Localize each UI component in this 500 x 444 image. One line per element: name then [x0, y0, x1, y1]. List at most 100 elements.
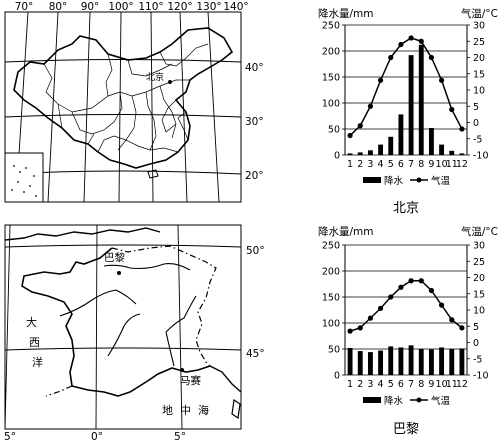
marseille-dot: [180, 368, 184, 372]
chart-beijing-precip-bar: [357, 152, 363, 155]
pyrenees-border: [45, 385, 73, 397]
chart-paris-ytick-label: 50: [328, 345, 340, 356]
chart-paris-temp-point: [357, 325, 363, 331]
chart-paris-xtick-label: 4: [378, 379, 384, 390]
chart-paris-xtick-label: 2: [357, 379, 363, 390]
chart-beijing-y2tick-label: -5: [473, 134, 482, 145]
mediterranean-label: 地 中 海: [162, 403, 209, 417]
chart-paris-precip-bar: [428, 349, 434, 375]
chart-paris-y2tick-label: 25: [473, 257, 485, 268]
hainan-island: [147, 169, 159, 179]
chart-beijing-temp-point: [418, 38, 424, 44]
chart-paris-temp-point: [388, 294, 394, 300]
inset-islands: [11, 165, 37, 197]
china-outline: [13, 27, 234, 169]
chart-paris-yaxis-ticks: 0 50 100 150 200 250: [322, 241, 345, 382]
chart-beijing-precip-bar: [408, 55, 414, 155]
chart-paris-temp-point: [449, 317, 455, 323]
chart-paris-precip-bar: [367, 352, 373, 375]
lon-label-140: 140°: [223, 1, 248, 13]
chart-paris-precip-bar: [388, 346, 394, 375]
chart-paris-y2tick-label: 5: [473, 322, 479, 333]
chart-beijing-y2tick-label: 0: [473, 118, 479, 129]
chart-beijing-bars: [347, 44, 465, 156]
chart-beijing-xtick-label: 4: [378, 159, 384, 170]
lon-label-80: 80°: [49, 1, 68, 13]
chart-paris-ytick-label: 150: [322, 293, 340, 304]
lat-label-30: 30°: [245, 116, 264, 128]
chart-beijing-ylabel: 降水量/mm: [318, 7, 374, 20]
chart-beijing-temp-point: [398, 41, 404, 48]
chart-beijing-y2label: 气温/°C: [461, 7, 498, 20]
lon-label-120: 120°: [167, 1, 192, 13]
chart-paris-title: 巴黎: [393, 422, 419, 437]
chart-beijing-precip-bar: [449, 150, 455, 155]
chart-beijing-xtick-label: 11: [446, 159, 458, 170]
france-graticule: [4, 224, 242, 430]
chart-beijing-temp-point: [367, 103, 374, 109]
chart-beijing-grid: [344, 24, 468, 156]
lon-label-110: 110°: [138, 1, 163, 13]
chart-paris-xtick-label: 7: [408, 379, 414, 390]
chart-paris-precip-bar: [418, 349, 424, 375]
chart-beijing-precip-bar: [398, 114, 404, 155]
atlantic-label-3: 洋: [32, 355, 43, 369]
chart-beijing-temp-point: [428, 54, 435, 61]
chart-beijing-precip-bar: [347, 153, 353, 155]
chart-paris-xtick-label: 3: [367, 379, 373, 390]
china-province-lines: [43, 43, 209, 153]
chart-beijing-legend: 降水 气温: [363, 175, 451, 187]
chart-paris-y2tick-label: 30: [473, 241, 485, 252]
chart-beijing-precip-bar: [388, 136, 394, 155]
lat-label-40: 40°: [245, 62, 264, 74]
chart-paris-temp-line: [347, 278, 465, 334]
chart-paris-xtick-label: 5: [388, 379, 394, 390]
chart-beijing-xtick-label: 7: [408, 159, 414, 170]
chart-beijing-y2tick-label: -10: [473, 151, 489, 162]
chart-beijing-xtick-label: 2: [357, 159, 363, 170]
legend-temp-marker: [416, 397, 422, 403]
chart-paris-temp-point: [367, 315, 374, 321]
chart-paris-ytick-label: 100: [322, 319, 340, 330]
chart-beijing-y2tick-label: 25: [473, 37, 485, 48]
legend-precip-swatch: [363, 397, 381, 403]
chart-beijing-temp-point: [377, 77, 384, 83]
atlantic-label-1: 大: [26, 315, 37, 329]
chart-beijing-precip-bar: [418, 44, 424, 156]
paris-dot: [117, 271, 121, 275]
chart-paris-ylabel: 降水量/mm: [318, 225, 374, 238]
beijing-map-label: 北京: [146, 71, 164, 83]
chart-beijing-temp-curve: [349, 37, 463, 137]
chart-paris-precip-bar: [398, 347, 404, 375]
chart-beijing-precip-bar: [367, 150, 373, 155]
chart-paris-bars: [347, 345, 465, 375]
lon-label-5w: 5°: [4, 431, 16, 443]
chart-beijing-ytick-label: 150: [322, 73, 340, 84]
chart-beijing-y2tick-label: 20: [473, 53, 485, 64]
paris-map-label: 巴黎: [104, 251, 125, 264]
chart-paris-xtick-label: 12: [456, 379, 468, 390]
south-china-sea-inset: [4, 152, 44, 203]
chart-paris-xtick-label: 8: [418, 379, 424, 390]
chart-paris-xtick-label: 6: [398, 379, 404, 390]
chart-beijing-y2axis-ticks: -10 -5 0 5 10 15 20 25 30: [467, 21, 489, 162]
chart-paris-precip-bar: [357, 351, 363, 375]
chart-beijing-xtick-label: 10: [436, 159, 448, 170]
chart-beijing-temp-point: [438, 77, 445, 83]
chart-beijing-y2tick-label: 15: [473, 69, 485, 80]
uk-coast: [4, 227, 161, 241]
chart-beijing-xtick-label: 6: [398, 159, 404, 170]
chart-beijing-temp-point: [459, 126, 465, 132]
chart-paris-y2tick-label: 20: [473, 273, 485, 284]
chart-paris-temp-point: [438, 302, 445, 308]
chart-beijing-xtick-label: 8: [418, 159, 424, 170]
chart-beijing-xtick-label: 5: [388, 159, 394, 170]
chart-paris-grid: [344, 244, 468, 376]
chart-paris-ytick-label: 0: [334, 371, 340, 382]
chart-beijing-temp-point: [449, 106, 455, 113]
chart-paris-ytick-label: 250: [322, 241, 340, 252]
chart-paris-y2tick-label: -10: [473, 371, 489, 382]
